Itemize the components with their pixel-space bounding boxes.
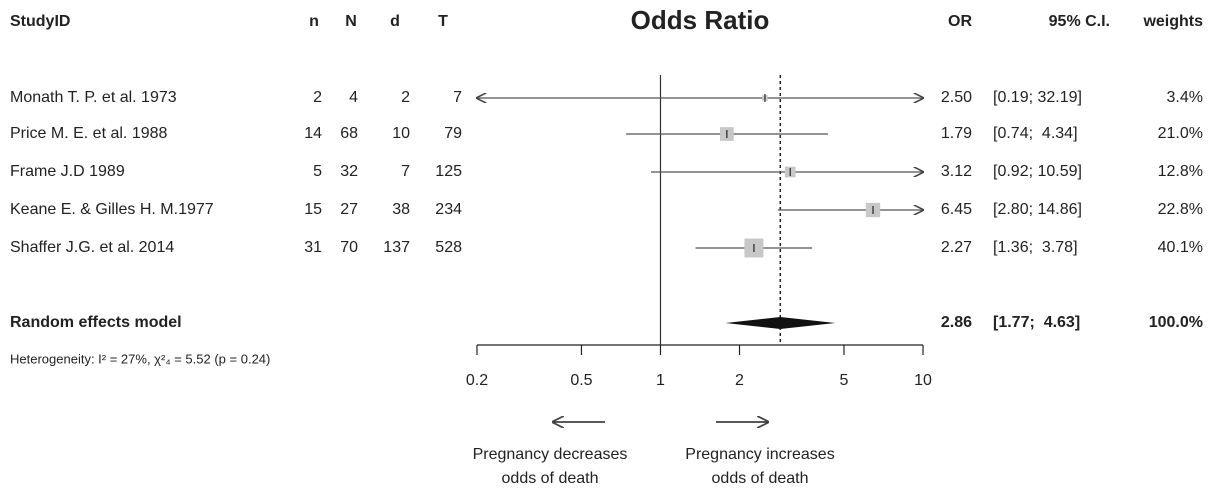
or-label: 2.27 <box>941 239 972 256</box>
cell-T: 125 <box>435 163 462 180</box>
study-name: Shaffer J.G. et al. 2014 <box>10 239 174 256</box>
ci-label: [1.36; 3.78] <box>993 239 1078 256</box>
summary-ci: [1.77; 4.63] <box>993 314 1080 331</box>
ci-label: [0.74; 4.34] <box>993 125 1078 142</box>
direction-right: Pregnancy increases <box>685 446 834 463</box>
ci-label: [2.80; 14.86] <box>993 201 1082 218</box>
x-tick-label: 10 <box>914 372 932 389</box>
header-study: StudyID <box>10 13 70 30</box>
header-n: n <box>309 13 319 30</box>
weight-label: 22.8% <box>1158 201 1203 218</box>
cell-n: 14 <box>304 125 322 142</box>
summary-weight: 100.0% <box>1149 314 1203 331</box>
weight-label: 12.8% <box>1158 163 1203 180</box>
direction-left: Pregnancy decreases <box>473 446 628 463</box>
cell-n: 2 <box>313 89 322 106</box>
study-name: Frame J.D 1989 <box>10 163 125 180</box>
weight-label: 21.0% <box>1158 125 1203 142</box>
cell-N: 32 <box>340 163 358 180</box>
header-weights: weights <box>1142 13 1203 30</box>
weight-label: 3.4% <box>1167 89 1203 106</box>
cell-d: 137 <box>383 239 410 256</box>
weight-label: 40.1% <box>1158 239 1203 256</box>
cell-n: 15 <box>304 201 322 218</box>
or-label: 3.12 <box>941 163 972 180</box>
ci-label: [0.92; 10.59] <box>993 163 1082 180</box>
cell-N: 68 <box>340 125 358 142</box>
heterogeneity: Heterogeneity: I² = 27%, χ²₄ = 5.52 (p =… <box>10 351 270 366</box>
cell-N: 27 <box>340 201 358 218</box>
x-tick-label: 0.5 <box>570 372 592 389</box>
cell-n: 31 <box>304 239 322 256</box>
study-name: Keane E. & Gilles H. M.1977 <box>10 201 214 218</box>
header-d: d <box>390 13 400 30</box>
direction-left: odds of death <box>502 470 599 487</box>
direction-right: odds of death <box>712 470 809 487</box>
cell-N: 70 <box>340 239 358 256</box>
cell-T: 234 <box>435 201 462 218</box>
summary-name: Random effects model <box>10 314 182 331</box>
cell-T: 79 <box>444 125 462 142</box>
header-T: T <box>438 13 448 30</box>
cell-d: 38 <box>392 201 410 218</box>
cell-d: 7 <box>401 163 410 180</box>
summary-diamond <box>725 317 836 329</box>
study-name: Monath T. P. et al. 1973 <box>10 89 177 106</box>
x-tick-label: 5 <box>840 372 849 389</box>
x-tick-label: 2 <box>735 372 744 389</box>
x-tick-label: 1 <box>656 372 665 389</box>
cell-N: 4 <box>349 89 358 106</box>
header-N: N <box>345 13 357 30</box>
cell-d: 10 <box>392 125 410 142</box>
header-or: OR <box>948 13 972 30</box>
chart-title: Odds Ratio <box>631 5 770 35</box>
header-ci: 95% C.I. <box>1049 13 1110 30</box>
cell-T: 7 <box>453 89 462 106</box>
or-label: 1.79 <box>941 125 972 142</box>
or-label: 6.45 <box>941 201 972 218</box>
or-label: 2.50 <box>941 89 972 106</box>
cell-T: 528 <box>435 239 462 256</box>
x-tick-label: 0.2 <box>466 372 488 389</box>
study-name: Price M. E. et al. 1988 <box>10 125 168 142</box>
cell-d: 2 <box>401 89 410 106</box>
cell-n: 5 <box>313 163 322 180</box>
summary-or: 2.86 <box>941 314 972 331</box>
ci-label: [0.19; 32.19] <box>993 89 1082 106</box>
